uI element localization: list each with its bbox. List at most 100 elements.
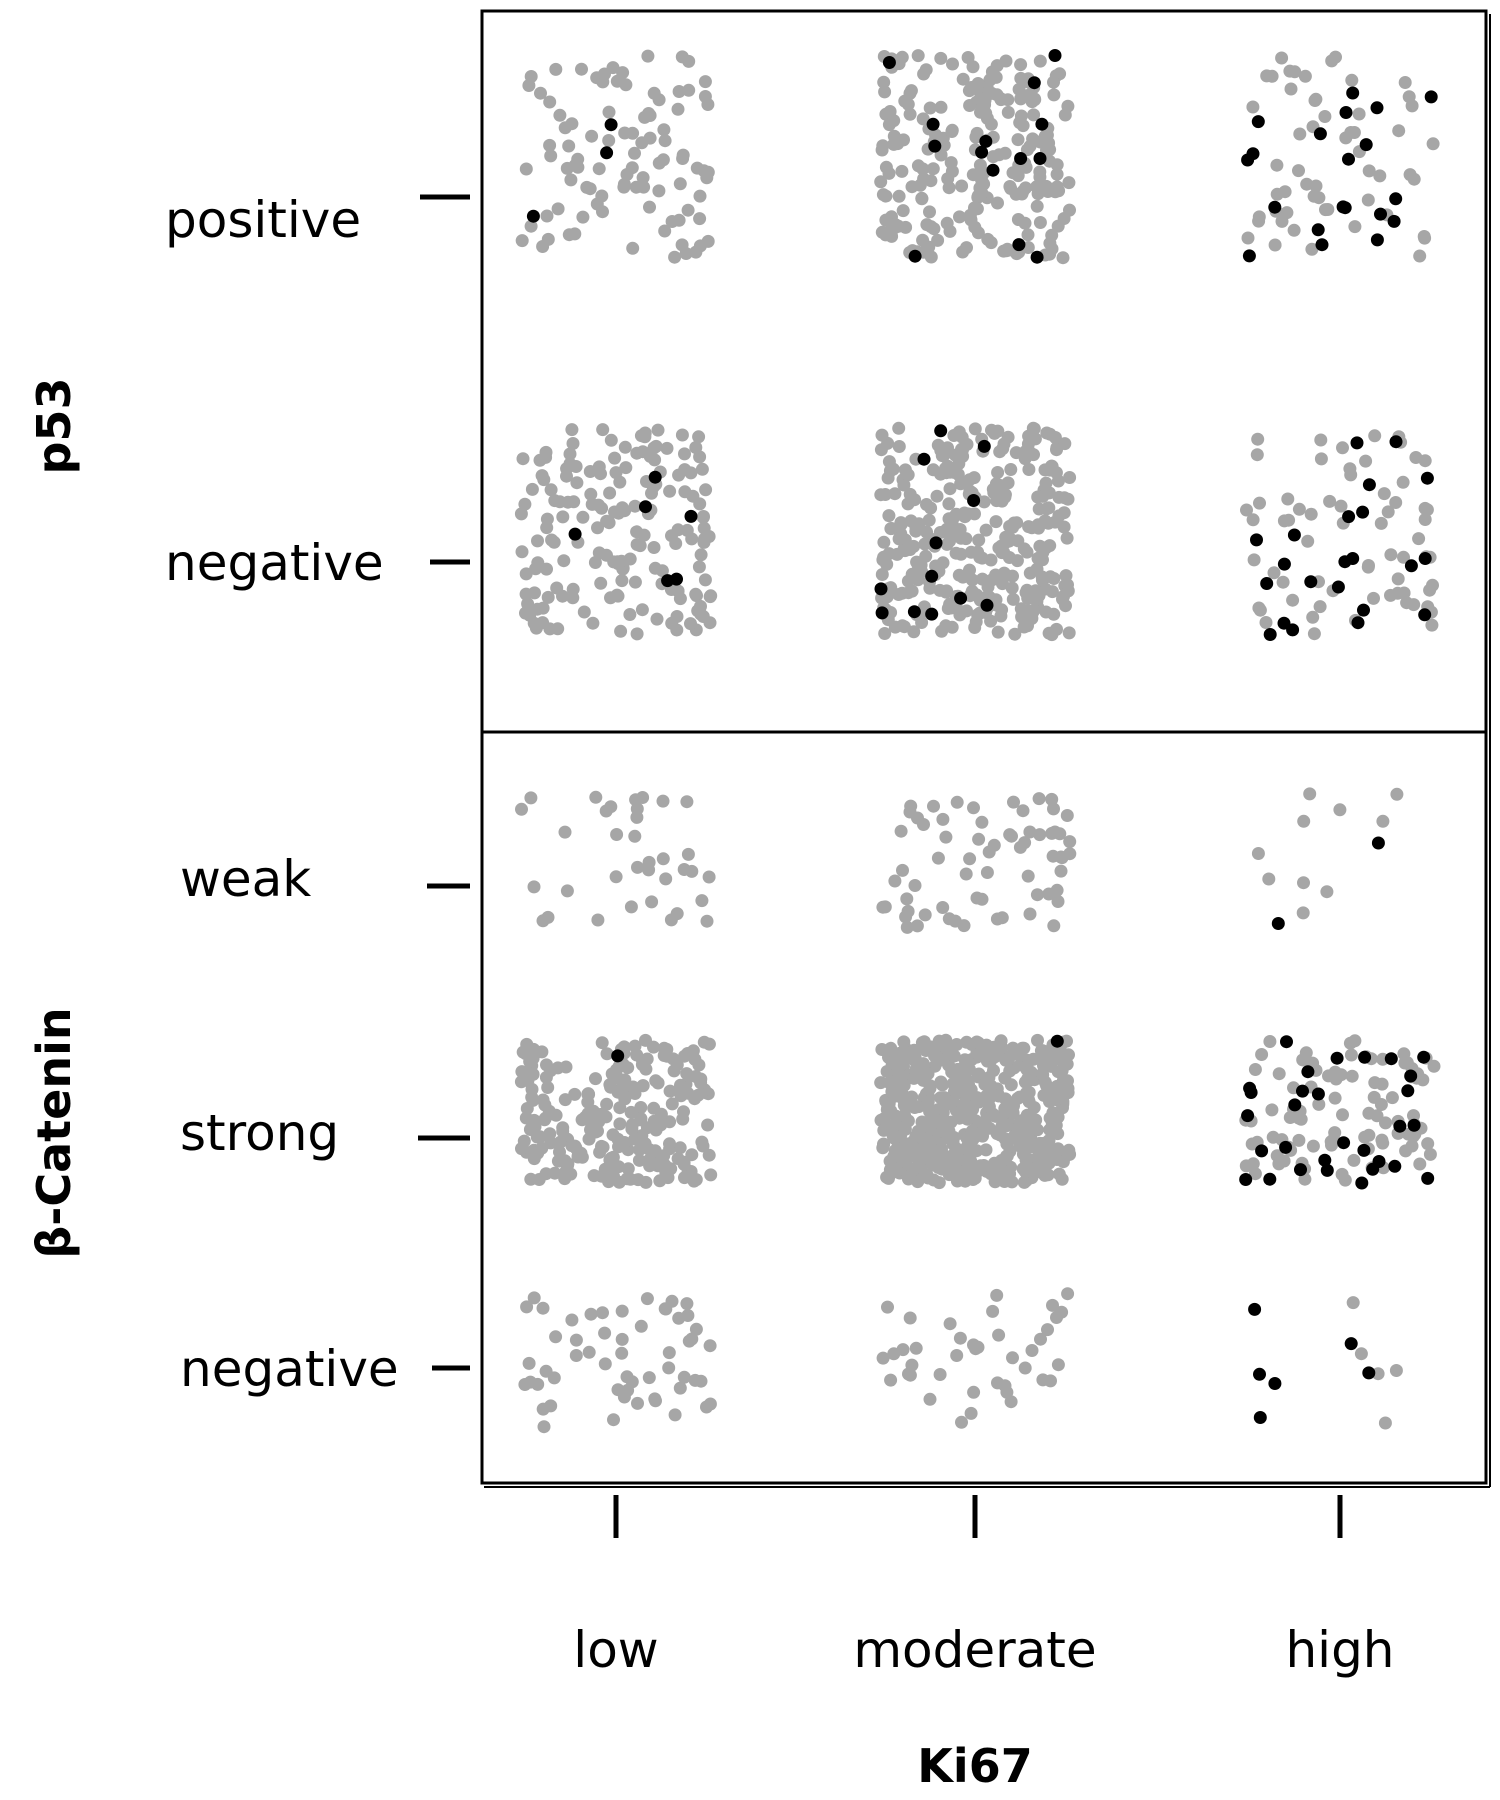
point-gray-catenin-strong-low bbox=[667, 1064, 681, 1078]
point-gray-p53-positive-low bbox=[602, 105, 616, 119]
point-gray-catenin-strong-moderate bbox=[1024, 1065, 1038, 1079]
point-gray-catenin-negative-moderate bbox=[1000, 1385, 1014, 1399]
point-black-p53-negative-high bbox=[1418, 608, 1432, 622]
point-gray-catenin-strong-low bbox=[663, 1137, 676, 1151]
point-gray-catenin-strong-moderate bbox=[963, 1148, 977, 1162]
point-black-p53-negative-high bbox=[1356, 505, 1370, 519]
point-gray-p53-positive-high bbox=[1298, 69, 1312, 83]
point-black-catenin-strong-high bbox=[1288, 1098, 1302, 1112]
point-gray-p53-positive-low bbox=[544, 149, 558, 163]
point-gray-p53-negative-low bbox=[594, 467, 607, 481]
point-gray-p53-positive-moderate bbox=[1045, 242, 1059, 256]
point-gray-catenin-strong-low bbox=[527, 1042, 541, 1056]
point-gray-catenin-weak-low bbox=[624, 900, 638, 914]
point-gray-p53-negative-moderate bbox=[985, 573, 999, 587]
point-gray-catenin-strong-moderate bbox=[1031, 1165, 1045, 1179]
point-black-p53-negative-high bbox=[1342, 510, 1356, 524]
point-gray-p53-negative-moderate bbox=[1001, 430, 1015, 444]
point-gray-p53-negative-low bbox=[680, 523, 694, 537]
point-gray-p53-negative-high bbox=[1301, 534, 1315, 548]
point-gray-p53-negative-low bbox=[633, 539, 647, 553]
point-gray-p53-negative-low bbox=[638, 430, 652, 444]
point-gray-p53-negative-high bbox=[1252, 601, 1266, 615]
point-black-p53-positive-moderate bbox=[908, 249, 922, 263]
point-gray-catenin-negative-low bbox=[537, 1420, 551, 1434]
point-gray-catenin-strong-low bbox=[647, 1114, 661, 1128]
point-gray-catenin-weak-low bbox=[642, 863, 656, 877]
point-gray-catenin-weak-moderate bbox=[939, 830, 953, 844]
point-gray-p53-negative-high bbox=[1314, 433, 1328, 447]
point-gray-p53-negative-moderate bbox=[888, 487, 902, 501]
point-gray-p53-positive-low bbox=[515, 234, 529, 248]
point-gray-p53-positive-moderate bbox=[874, 175, 888, 189]
point-gray-catenin-strong-moderate bbox=[1019, 1136, 1033, 1150]
point-gray-p53-positive-moderate bbox=[1014, 109, 1028, 123]
point-black-p53-negative-high bbox=[1338, 555, 1352, 569]
point-gray-p53-negative-moderate bbox=[892, 440, 906, 453]
point-gray-p53-negative-high bbox=[1240, 503, 1253, 517]
point-gray-p53-positive-low bbox=[562, 139, 576, 153]
point-gray-p53-positive-moderate bbox=[956, 72, 970, 86]
point-gray-p53-positive-low bbox=[602, 134, 616, 147]
point-gray-p53-negative-low bbox=[565, 423, 579, 437]
point-gray-p53-positive-moderate bbox=[879, 160, 893, 174]
point-black-catenin-strong-high bbox=[1263, 1172, 1277, 1186]
point-gray-catenin-strong-moderate bbox=[1031, 1033, 1044, 1047]
point-gray-p53-positive-low bbox=[585, 129, 599, 143]
point-gray-p53-negative-low bbox=[697, 510, 710, 523]
point-gray-catenin-strong-moderate bbox=[961, 1131, 975, 1145]
point-gray-p53-positive-moderate bbox=[1000, 244, 1014, 258]
point-gray-p53-negative-low bbox=[519, 567, 533, 581]
point-gray-p53-negative-moderate bbox=[884, 522, 898, 536]
point-gray-catenin-negative-low bbox=[596, 1306, 609, 1320]
point-gray-p53-negative-low bbox=[608, 451, 622, 465]
point-gray-p53-positive-high bbox=[1361, 193, 1375, 207]
point-gray-p53-negative-low bbox=[547, 535, 561, 549]
x-tick-label-low: low bbox=[573, 1621, 658, 1679]
point-black-p53-positive-high bbox=[1251, 115, 1265, 129]
point-black-catenin-weak-high bbox=[1371, 836, 1385, 850]
point-gray-catenin-weak-low bbox=[700, 914, 714, 928]
point-gray-p53-positive-high bbox=[1284, 82, 1298, 96]
point-gray-p53-positive-high bbox=[1352, 107, 1366, 121]
point-gray-p53-positive-moderate bbox=[989, 70, 1003, 84]
point-gray-p53-negative-high bbox=[1344, 468, 1358, 482]
point-black-catenin-strong-high bbox=[1320, 1163, 1334, 1177]
point-gray-p53-negative-low bbox=[536, 616, 550, 630]
point-gray-p53-negative-low bbox=[704, 589, 718, 603]
point-gray-catenin-strong-low bbox=[702, 1037, 716, 1051]
point-gray-p53-positive-low bbox=[698, 75, 712, 89]
point-gray-catenin-weak-moderate bbox=[1030, 888, 1044, 902]
point-gray-p53-negative-low bbox=[515, 545, 529, 559]
point-gray-catenin-weak-moderate bbox=[896, 863, 909, 877]
point-gray-p53-positive-low bbox=[643, 131, 657, 145]
point-gray-p53-negative-low bbox=[623, 608, 637, 621]
point-gray-p53-positive-moderate bbox=[922, 240, 936, 254]
point-gray-catenin-weak-moderate bbox=[1047, 802, 1060, 816]
point-gray-p53-positive-moderate bbox=[1033, 170, 1047, 184]
point-gray-p53-positive-low bbox=[693, 212, 707, 226]
point-gray-catenin-negative-low bbox=[549, 1330, 563, 1344]
point-gray-catenin-strong-low bbox=[621, 1162, 635, 1176]
point-gray-catenin-strong-low bbox=[606, 1128, 620, 1142]
point-gray-p53-negative-low bbox=[614, 624, 628, 638]
point-gray-catenin-strong-moderate bbox=[1050, 1093, 1063, 1107]
point-gray-p53-negative-moderate bbox=[882, 509, 896, 523]
point-gray-p53-positive-moderate bbox=[975, 173, 989, 187]
point-gray-p53-positive-low bbox=[701, 165, 715, 179]
point-gray-catenin-strong-low bbox=[696, 1139, 710, 1153]
point-gray-p53-negative-moderate bbox=[933, 526, 947, 539]
point-gray-catenin-negative-high bbox=[1346, 1296, 1360, 1310]
point-gray-p53-positive-high bbox=[1426, 137, 1440, 151]
point-gray-p53-negative-low bbox=[684, 466, 698, 480]
point-gray-p53-positive-moderate bbox=[876, 188, 890, 202]
point-gray-catenin-strong-high bbox=[1336, 1108, 1349, 1122]
point-gray-catenin-weak-moderate bbox=[1054, 864, 1068, 878]
point-black-catenin-weak-high bbox=[1271, 917, 1285, 930]
point-gray-p53-positive-low bbox=[698, 90, 712, 103]
point-gray-p53-negative-moderate bbox=[1031, 490, 1045, 504]
point-gray-p53-negative-moderate bbox=[909, 524, 923, 538]
point-gray-catenin-negative-moderate bbox=[1006, 1351, 1019, 1365]
point-gray-catenin-negative-low bbox=[625, 1375, 639, 1389]
point-gray-catenin-weak-moderate bbox=[1021, 869, 1035, 883]
